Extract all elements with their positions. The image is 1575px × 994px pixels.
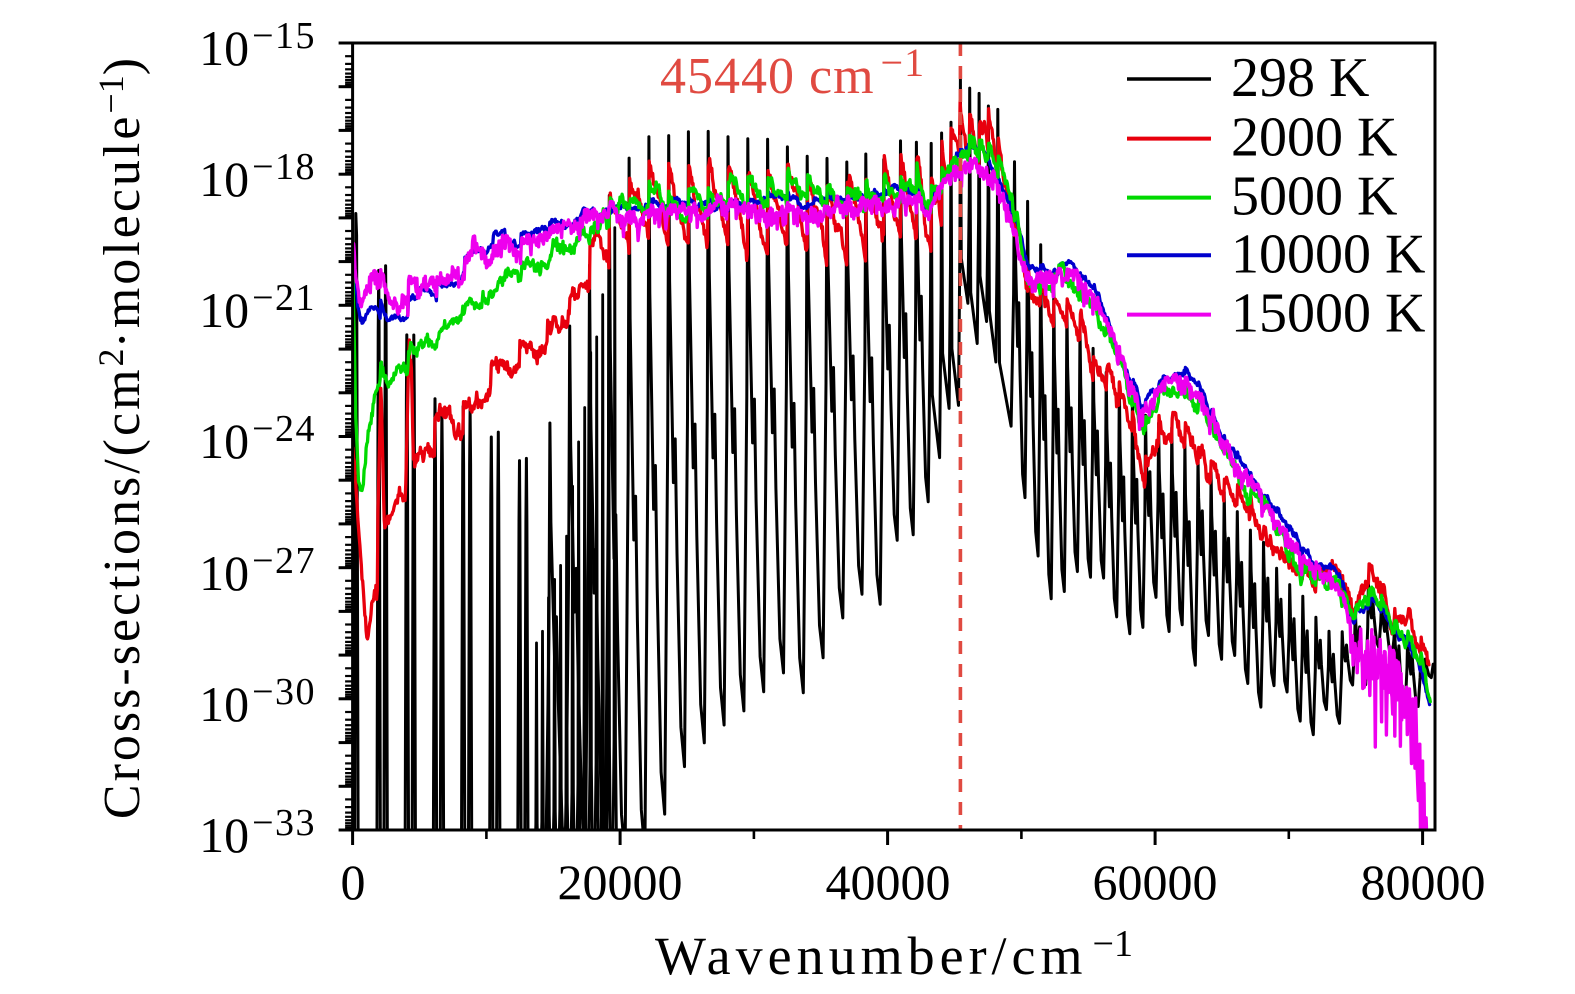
svg-text:0: 0 [341, 854, 366, 910]
svg-text:Wavenumber/cm−1: Wavenumber/cm −1 [655, 923, 1133, 986]
svg-text:60000: 60000 [1093, 854, 1218, 910]
svg-text:40000: 40000 [826, 854, 951, 910]
svg-text:2000 K: 2000 K [1231, 107, 1397, 169]
svg-text:5000 K: 5000 K [1231, 166, 1397, 228]
svg-text:Cross-sections/(cm2·molecule−1: Cross-sections/(cm2·molecule−1) [91, 55, 151, 819]
svg-text:10−27: 10−27 [199, 540, 316, 601]
svg-text:20000: 20000 [558, 854, 683, 910]
svg-text:298 K: 298 K [1231, 47, 1369, 109]
svg-text:10000 K: 10000 K [1231, 223, 1425, 285]
svg-text:15000 K: 15000 K [1231, 283, 1425, 345]
svg-text:80000: 80000 [1361, 854, 1486, 910]
